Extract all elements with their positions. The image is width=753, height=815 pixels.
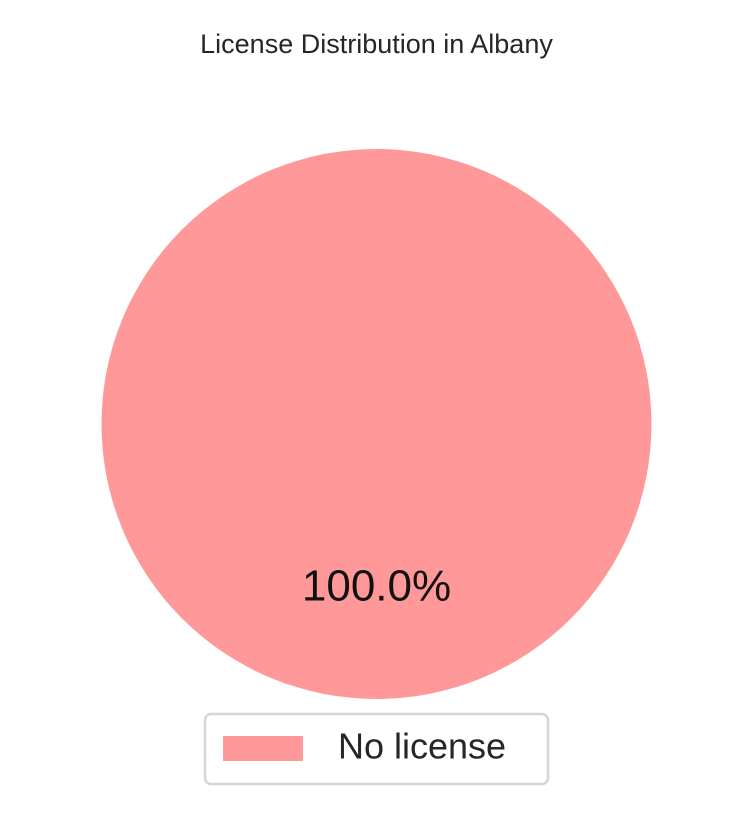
pie-slice-labels: 100.0% — [302, 562, 451, 611]
legend-entries: No license — [223, 726, 506, 767]
pie-slice — [101, 149, 652, 699]
chart-title: License Distribution in Albany — [200, 29, 553, 59]
legend-label: No license — [338, 726, 506, 767]
legend-frame — [203, 712, 550, 786]
legend-swatch — [223, 736, 303, 761]
pie-slices — [101, 149, 652, 699]
pie-slice-label: 100.0% — [302, 562, 451, 611]
legend: No license — [203, 712, 550, 786]
